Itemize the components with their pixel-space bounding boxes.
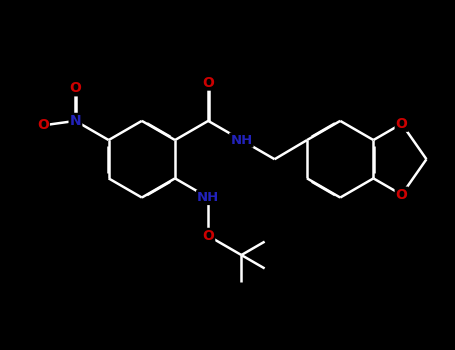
Text: O: O: [202, 229, 214, 243]
Text: O: O: [70, 81, 81, 95]
Text: NH: NH: [230, 134, 253, 147]
Text: O: O: [37, 118, 49, 132]
Text: O: O: [396, 117, 408, 131]
Text: N: N: [70, 114, 81, 128]
Text: NH: NH: [197, 191, 219, 204]
Text: O: O: [396, 188, 408, 202]
Text: O: O: [202, 76, 214, 90]
